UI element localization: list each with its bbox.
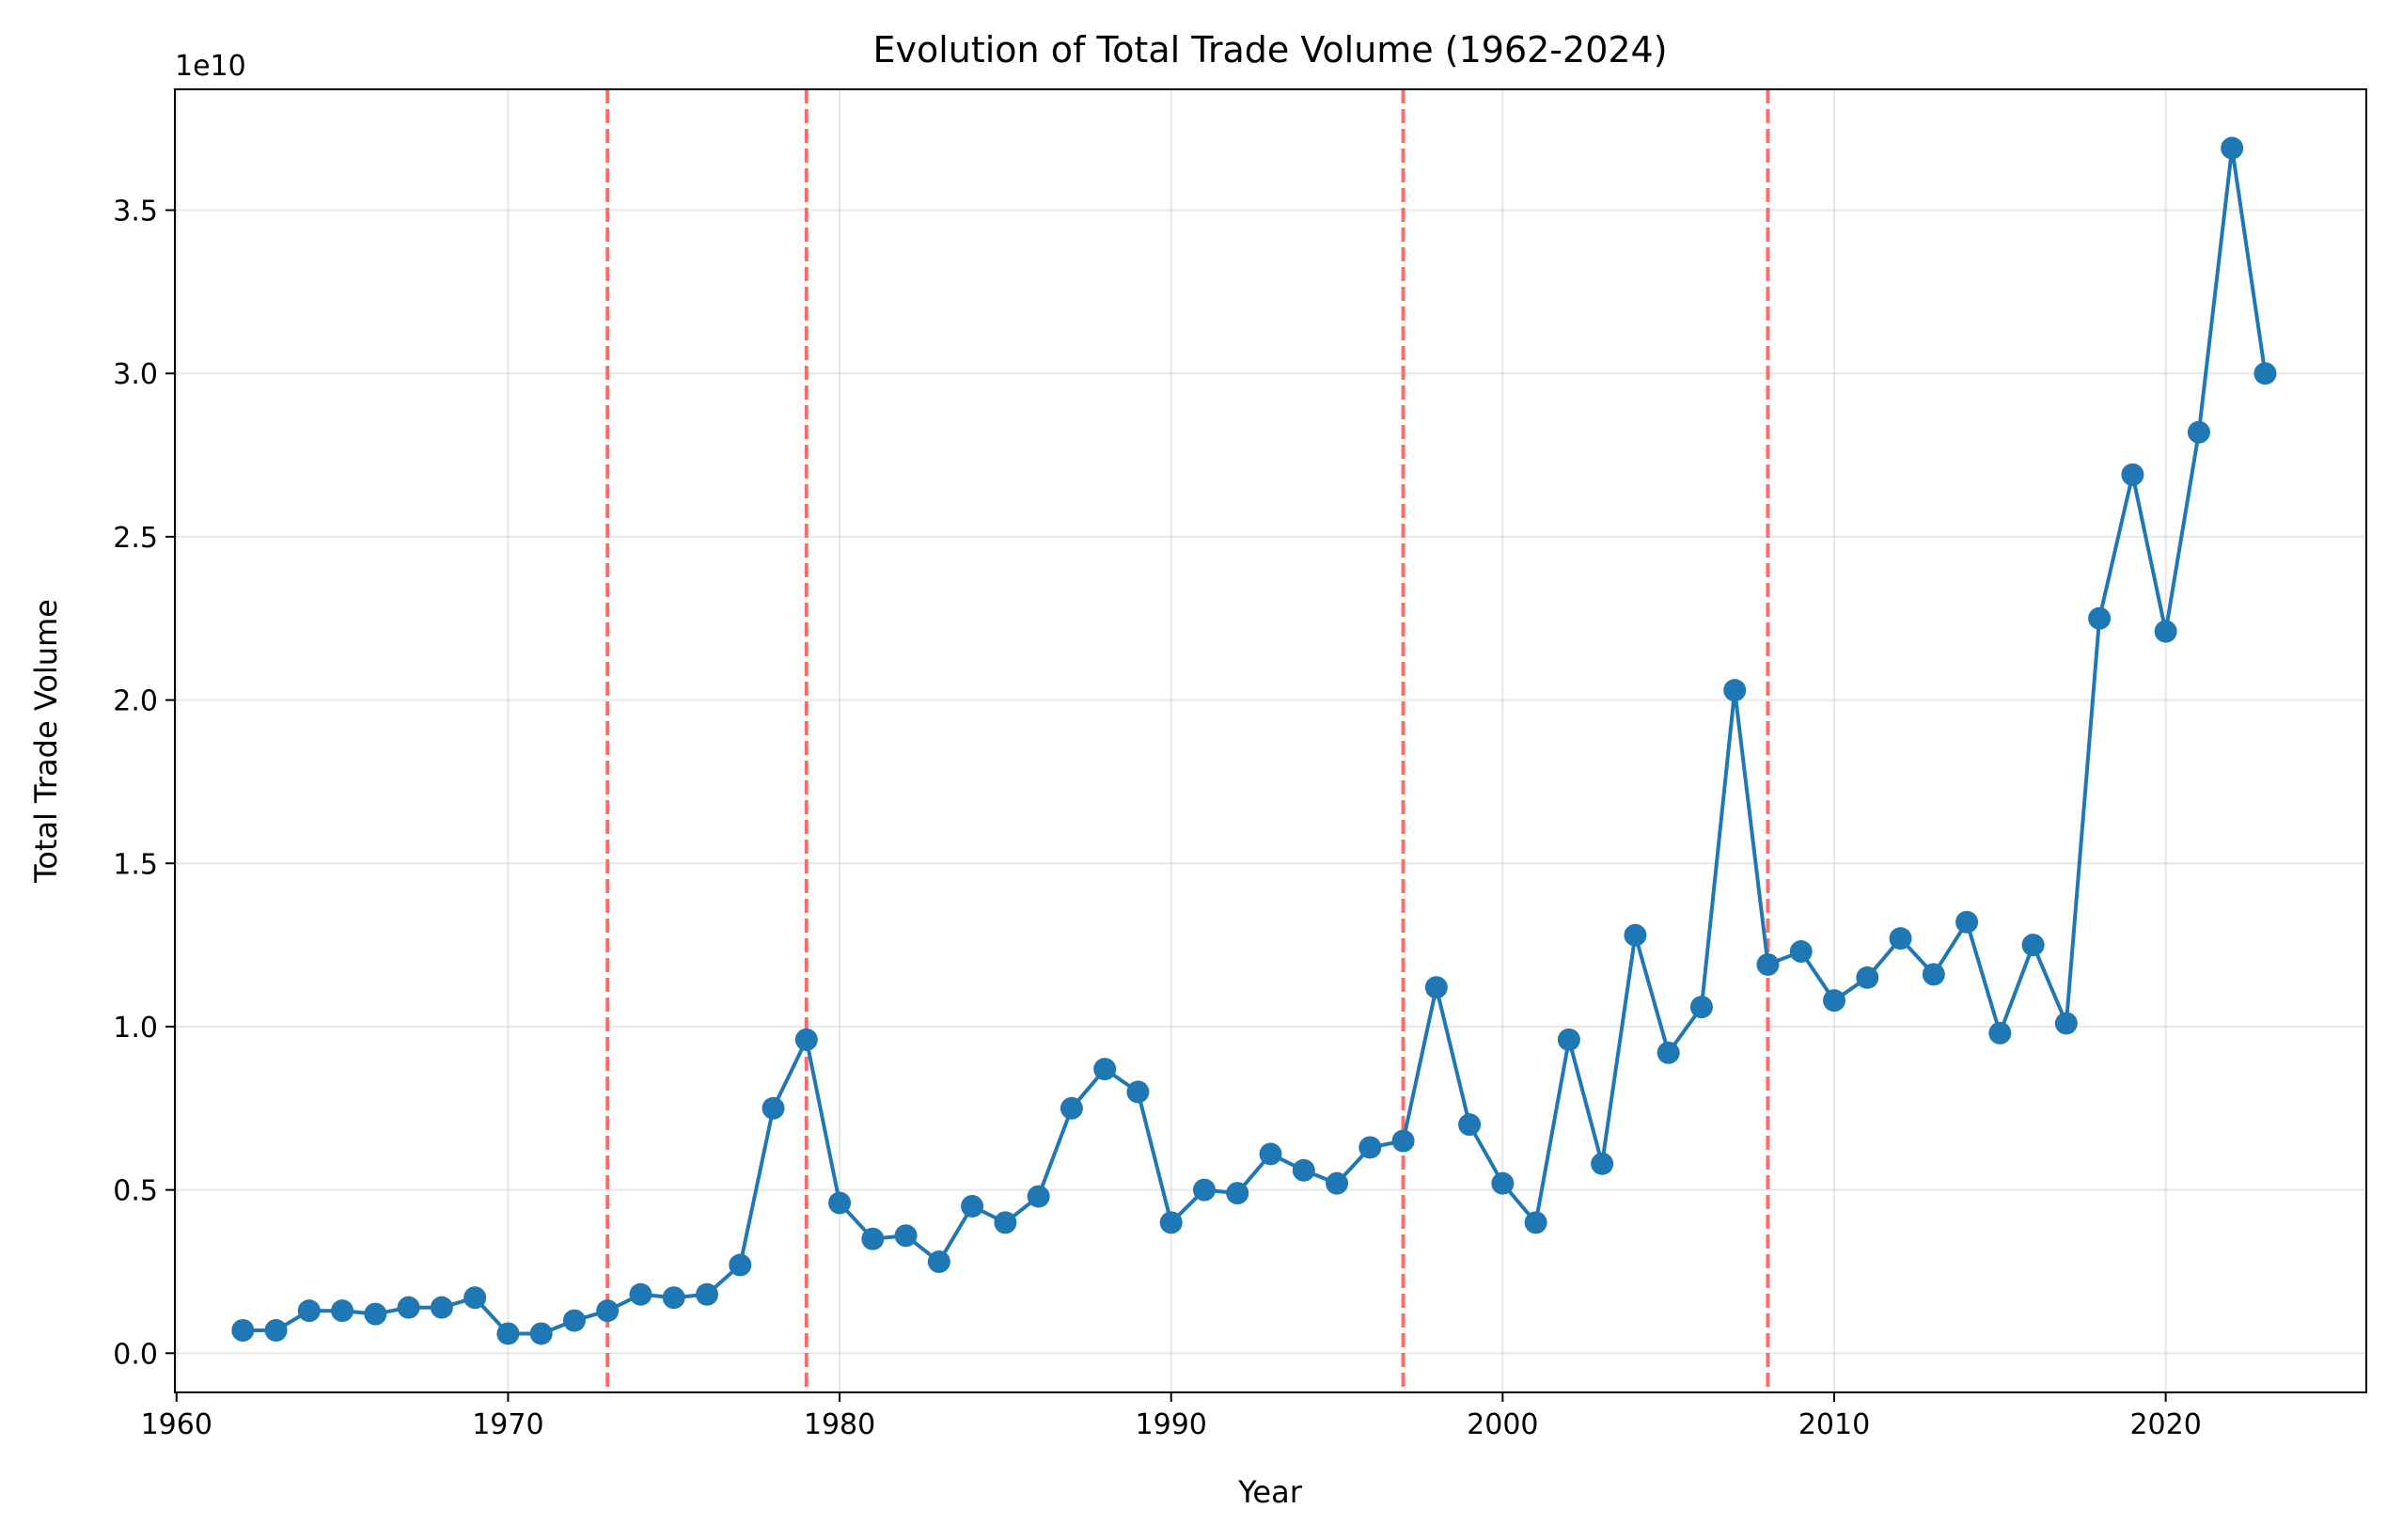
data-point-2020: [2154, 620, 2177, 643]
data-point-1965: [331, 1299, 354, 1323]
data-point-1983: [927, 1250, 950, 1274]
data-point-1964: [297, 1299, 321, 1323]
x-tick-label: 1990: [1136, 1408, 1207, 1441]
data-point-1972: [562, 1309, 586, 1332]
data-point-1995: [1326, 1171, 1349, 1195]
data-point-2019: [2121, 463, 2144, 486]
data-point-1985: [994, 1211, 1017, 1234]
data-point-1981: [861, 1227, 885, 1250]
event-lines: [605, 89, 1770, 1392]
data-point-2011: [1856, 966, 1879, 989]
data-point-2021: [2187, 420, 2210, 444]
data-point-1963: [264, 1319, 288, 1342]
x-tick-label: 2010: [1798, 1408, 1870, 1441]
data-point-2002: [1557, 1028, 1580, 1051]
data-point-1977: [729, 1253, 752, 1277]
data-point-1997: [1391, 1129, 1415, 1153]
data-point-1970: [496, 1322, 520, 1345]
data-point-1990: [1159, 1211, 1183, 1234]
y-tick-label: 0.5: [113, 1175, 158, 1208]
data-point-2010: [1823, 989, 1846, 1013]
data-point-1978: [762, 1096, 785, 1120]
y-axis-ticks: 0.0 0.5 1.0 1.5 2.0 2.5 3.0 3.5: [113, 196, 175, 1371]
x-tick-label: 2000: [1467, 1408, 1538, 1441]
data-point-1971: [529, 1322, 553, 1345]
data-point-1996: [1358, 1136, 1382, 1159]
data-point-2000: [1491, 1171, 1515, 1195]
y-tick-label: 0.0: [113, 1338, 158, 1371]
plot-area-frame: [174, 88, 2367, 1393]
y-tick-label: 2.0: [113, 685, 158, 718]
x-tick-label: 1960: [141, 1408, 212, 1441]
data-point-1975: [662, 1286, 685, 1310]
data-point-1973: [596, 1299, 620, 1323]
data-point-2001: [1524, 1211, 1547, 1234]
data-point-1991: [1192, 1178, 1216, 1202]
y-tick-label: 3.0: [113, 358, 158, 391]
data-point-2016: [2021, 934, 2045, 957]
data-point-1974: [629, 1282, 652, 1306]
data-point-1980: [828, 1191, 852, 1215]
data-point-1968: [430, 1296, 453, 1319]
data-point-1992: [1226, 1182, 1249, 1205]
data-point-2006: [1689, 996, 1713, 1019]
data-point-2008: [1756, 952, 1780, 976]
data-point-2014: [1955, 910, 1979, 934]
data-point-1969: [463, 1286, 487, 1310]
data-point-2013: [1922, 963, 1945, 986]
x-axis-ticks: 1960 1970 1980 1990 2000 2010 2020: [141, 1392, 2202, 1441]
x-tick-label: 2020: [2129, 1408, 2201, 1441]
data-point-1976: [695, 1282, 718, 1306]
data-point-1999: [1458, 1113, 1482, 1137]
data-point-1998: [1424, 976, 1448, 999]
data-point-2007: [1723, 679, 1747, 702]
data-point-2015: [1988, 1021, 2012, 1045]
data-point-1979: [794, 1028, 818, 1051]
x-tick-label: 1980: [804, 1408, 875, 1441]
x-tick-label: 1970: [472, 1408, 543, 1441]
data-point-1966: [364, 1302, 387, 1326]
y-offset-label: 1e10: [175, 50, 246, 83]
y-tick-label: 1.5: [113, 848, 158, 881]
y-tick-label: 2.5: [113, 522, 158, 555]
data-point-1982: [894, 1224, 918, 1248]
data-point-1988: [1093, 1058, 1117, 1081]
data-point-1987: [1060, 1096, 1083, 1120]
data-point-2009: [1789, 940, 1813, 964]
data-point-2004: [1624, 923, 1647, 947]
data-point-1984: [961, 1195, 984, 1218]
x-axis-label: Year: [1237, 1474, 1303, 1510]
y-tick-label: 1.0: [113, 1012, 158, 1045]
data-point-2022: [2221, 136, 2244, 160]
data-point-1994: [1292, 1158, 1315, 1182]
data-point-2003: [1591, 1152, 1614, 1175]
data-point-1993: [1259, 1142, 1282, 1166]
data-point-2023: [2254, 362, 2277, 385]
y-tick-label: 3.5: [113, 196, 158, 228]
data-point-1986: [1027, 1185, 1050, 1208]
series-trade-volume: [231, 136, 2277, 1345]
data-point-1967: [397, 1296, 420, 1319]
data-point-1989: [1126, 1080, 1150, 1104]
data-point-2018: [2088, 606, 2112, 630]
y-axis-label: Total Trade Volume: [28, 599, 64, 884]
chart-title: Evolution of Total Trade Volume (1962-20…: [872, 29, 1667, 71]
data-point-2005: [1657, 1041, 1680, 1064]
data-point-1962: [231, 1319, 255, 1342]
data-point-2012: [1889, 927, 1912, 951]
data-point-2017: [2054, 1012, 2078, 1035]
